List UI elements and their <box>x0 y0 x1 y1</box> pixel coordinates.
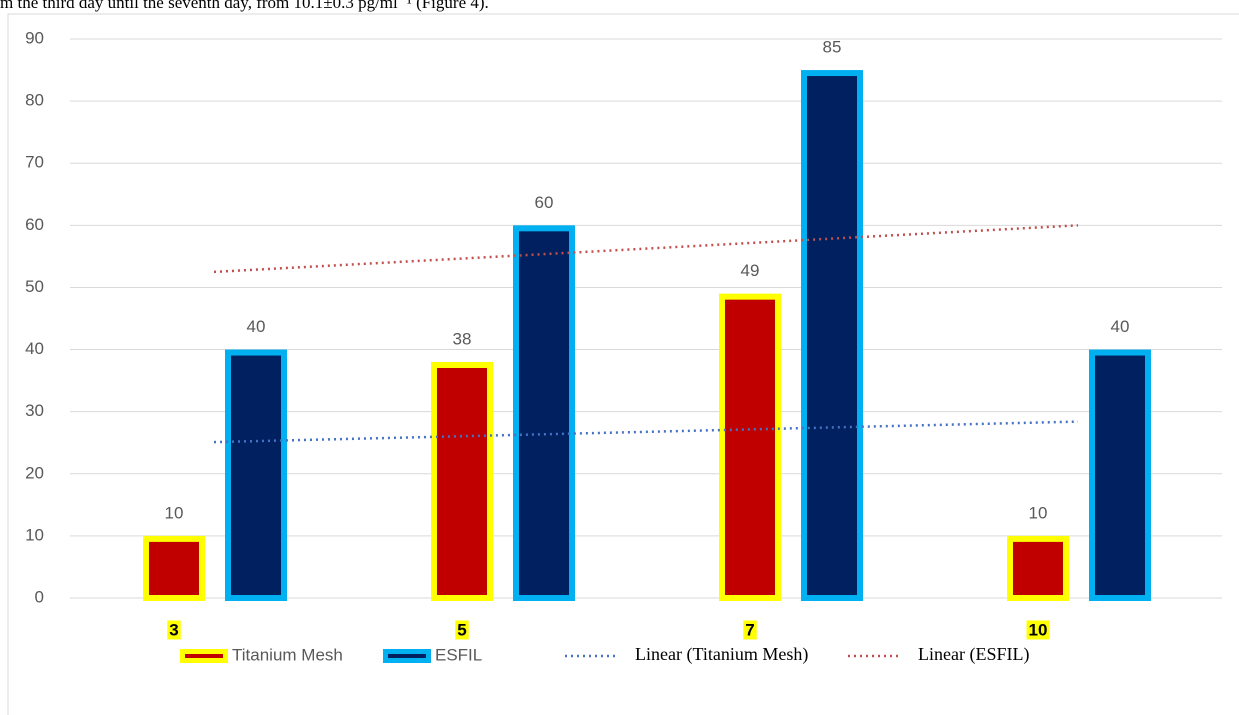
data-label: 10 <box>165 503 184 522</box>
data-label: 40 <box>1111 317 1130 336</box>
bar <box>1007 535 1069 602</box>
trendline <box>213 420 1079 444</box>
y-tick-label: 90 <box>25 28 44 47</box>
legend-swatch-inner <box>388 654 426 658</box>
caption: m the third day until the seventh day, f… <box>0 0 489 12</box>
label-highlight <box>743 620 757 640</box>
y-tick-label: 10 <box>25 525 44 544</box>
y-tick-label: 0 <box>35 587 44 606</box>
label-highlight <box>167 620 181 640</box>
x-tick-label: 3 <box>169 620 178 639</box>
legend-label: Linear (ESFIL) <box>918 644 1029 665</box>
label-highlight <box>1026 620 1050 640</box>
x-tick-label: 7 <box>745 620 754 639</box>
data-label: 85 <box>823 38 842 57</box>
data-label: 10 <box>1029 503 1048 522</box>
bar <box>1089 349 1151 601</box>
legend-label: ESFIL <box>435 645 482 664</box>
x-tick-label: 10 <box>1029 620 1048 639</box>
legend-label: Linear (Titanium Mesh) <box>635 644 808 665</box>
y-tick-label: 40 <box>25 339 44 358</box>
bar <box>143 535 205 602</box>
data-label: 38 <box>453 329 472 348</box>
label-highlight <box>455 620 469 640</box>
bar <box>431 361 493 601</box>
trendline <box>213 224 1079 274</box>
bar <box>513 225 575 601</box>
bar <box>225 349 287 601</box>
data-label: 60 <box>535 193 554 212</box>
chart-frame <box>7 13 1239 715</box>
legend-swatch-inner <box>185 654 223 658</box>
y-tick-label: 80 <box>25 91 44 110</box>
bar <box>801 70 863 602</box>
bar <box>719 293 781 601</box>
y-tick-label: 70 <box>25 153 44 172</box>
y-tick-label: 60 <box>25 215 44 234</box>
data-label: 49 <box>741 261 760 280</box>
y-tick-label: 30 <box>25 401 44 420</box>
legend-label: Titanium Mesh <box>232 645 343 664</box>
data-label: 40 <box>247 317 266 336</box>
y-tick-label: 20 <box>25 463 44 482</box>
x-tick-label: 5 <box>457 620 466 639</box>
y-tick-label: 50 <box>25 277 44 296</box>
